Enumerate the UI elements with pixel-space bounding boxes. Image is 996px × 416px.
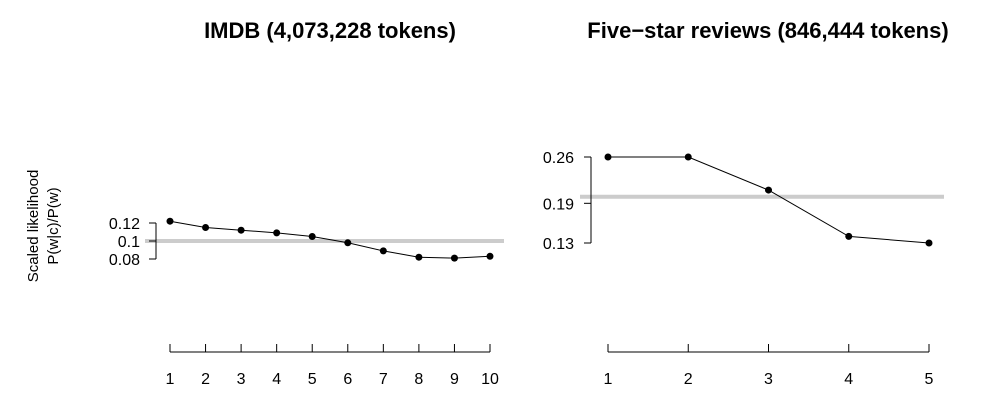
data-point bbox=[684, 153, 692, 161]
y-tick-label: 0.1 bbox=[118, 234, 140, 251]
x-tick-label: 3 bbox=[237, 371, 246, 388]
x-tick-label: 4 bbox=[272, 371, 281, 388]
x-tick-label: 7 bbox=[379, 371, 388, 388]
x-tick-label: 9 bbox=[450, 371, 459, 388]
x-tick-label: 4 bbox=[844, 371, 853, 388]
chart-title-five-star: Five−star reviews (846,444 tokens) bbox=[587, 18, 948, 43]
data-point bbox=[166, 217, 174, 225]
data-point bbox=[273, 229, 281, 237]
x-tick-label: 8 bbox=[414, 371, 423, 388]
data-point bbox=[450, 254, 458, 262]
x-tick-label: 2 bbox=[684, 371, 693, 388]
data-point bbox=[379, 247, 387, 255]
data-point bbox=[202, 224, 210, 231]
x-tick-label: 1 bbox=[604, 371, 613, 388]
data-point bbox=[925, 239, 933, 247]
x-tick-label: 1 bbox=[166, 371, 175, 388]
chart-panel-imdb: IMDB (4,073,228 tokens) 0.080.10.12 1 2 3 4 5… bbox=[109, 18, 504, 388]
chart-title-imdb: IMDB (4,073,228 tokens) bbox=[204, 18, 456, 43]
y-tick-label: 0.26 bbox=[543, 150, 574, 167]
x-tick-label: 10 bbox=[481, 371, 499, 388]
y-tick-label: 0.08 bbox=[109, 252, 140, 269]
data-point bbox=[765, 186, 772, 194]
data-point bbox=[308, 233, 316, 240]
y-axis-label-line-2: P(w|c)/P(w) bbox=[45, 187, 62, 264]
y-tick-label: 0.12 bbox=[109, 216, 140, 233]
x-tick-label: 5 bbox=[308, 371, 317, 388]
data-point bbox=[344, 239, 352, 247]
data-point bbox=[415, 253, 423, 261]
y-tick-label: 0.19 bbox=[543, 196, 574, 213]
data-point bbox=[486, 252, 494, 260]
series-line bbox=[169, 220, 491, 259]
x-tick-label: 6 bbox=[343, 371, 352, 388]
y-tick-label: 0.13 bbox=[543, 236, 574, 253]
series-line bbox=[608, 156, 930, 244]
x-tick-label: 5 bbox=[925, 371, 934, 388]
x-tick-label: 3 bbox=[764, 371, 773, 388]
x-tick-label: 2 bbox=[201, 371, 210, 388]
y-axis-label-line-1: Scaled likelihood bbox=[25, 170, 42, 283]
data-point bbox=[604, 153, 612, 161]
chart-panel-five-star: Five−star reviews (846,444 tokens) 0.13 0… bbox=[543, 18, 949, 388]
data-point bbox=[237, 226, 245, 234]
data-point bbox=[845, 232, 853, 240]
